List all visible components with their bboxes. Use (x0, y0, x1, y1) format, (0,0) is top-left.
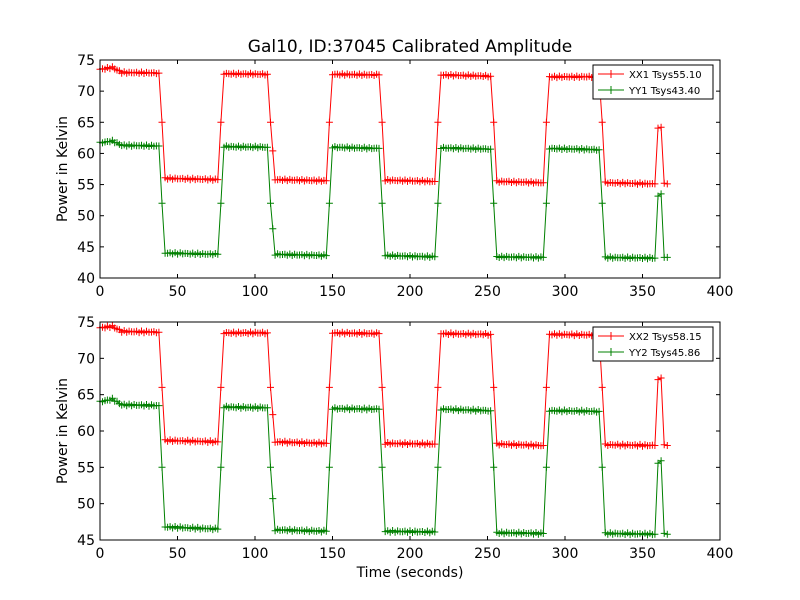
legend-top: XX1 Tsys55.10 YY1 Tsys43.40 (592, 64, 714, 100)
y-tick-label: 50 (77, 209, 95, 225)
legend-marker-xx1-icon (607, 70, 615, 78)
chart-title: Gal10, ID:37045 Calibrated Amplitude (248, 37, 572, 57)
panel-top: 0 50 100 150 200 250 300 350 400 40 45 50 55 60 65 70 7… (55, 53, 733, 300)
x-tick-label: 300 (552, 546, 579, 562)
x-axis-top: 0 50 100 150 200 250 300 350 400 (96, 60, 734, 300)
x-tick-label: 300 (552, 284, 579, 300)
y-tick-label: 45 (77, 240, 95, 256)
y-axis-bottom: 45 50 55 60 65 70 75 (77, 315, 720, 549)
legend-marker-yy1-icon (607, 86, 615, 94)
y-tick-label: 70 (77, 351, 95, 367)
legend-marker-yy2-icon (607, 348, 615, 356)
plot-lines-top (96, 63, 671, 263)
y-tick-label: 60 (77, 146, 95, 162)
legend-label-xx1: XX1 Tsys55.10 (629, 70, 702, 81)
y-tick-label: 55 (77, 460, 95, 476)
legend-box-top (592, 64, 714, 100)
x-tick-label: 0 (96, 546, 105, 562)
x-tick-label: 200 (397, 546, 424, 562)
y-tick-label: 65 (77, 115, 95, 131)
legend-label-yy1: YY1 Tsys43.40 (628, 86, 700, 97)
x-tick-label: 400 (707, 284, 734, 300)
x-tick-label: 100 (242, 546, 269, 562)
x-axis-label: Time (seconds) (356, 565, 464, 581)
y-axis-label-top: Power in Kelvin (55, 116, 71, 222)
y-tick-label: 55 (77, 178, 95, 194)
y-tick-label: 45 (77, 533, 95, 549)
x-axis-bottom: 0 50 100 150 200 250 300 350 400 (96, 322, 734, 562)
x-tick-label: 150 (319, 284, 346, 300)
x-tick-label: 50 (169, 284, 187, 300)
y-tick-label: 50 (77, 497, 95, 513)
x-tick-label: 200 (397, 284, 424, 300)
y-axis-label-bottom: Power in Kelvin (55, 378, 71, 484)
x-tick-label: 350 (629, 284, 656, 300)
y-axis-top: 40 45 50 55 60 65 70 75 (77, 53, 720, 287)
y-tick-label: 70 (77, 84, 95, 100)
x-tick-label: 0 (96, 284, 105, 300)
legend-marker-xx2-icon (607, 332, 615, 340)
x-tick-label: 250 (474, 546, 501, 562)
legend-box-bottom (592, 326, 714, 362)
x-tick-label: 100 (242, 284, 269, 300)
plot-lines-bottom (96, 322, 671, 539)
legend-label-yy2: YY2 Tsys45.86 (628, 348, 700, 359)
legend-label-xx2: XX2 Tsys58.15 (629, 332, 702, 343)
x-tick-label: 50 (169, 546, 187, 562)
y-tick-label: 75 (77, 53, 95, 69)
y-tick-label: 60 (77, 424, 95, 440)
x-tick-label: 150 (319, 546, 346, 562)
y-tick-label: 40 (77, 271, 95, 287)
panel-bottom: 0 50 100 150 200 250 300 350 400 45505560657075 … (55, 315, 733, 581)
y-tick-label: 75 (77, 315, 95, 331)
y-tick-label: 65 (77, 388, 95, 404)
x-tick-label: 400 (707, 546, 734, 562)
x-tick-label: 250 (474, 284, 501, 300)
x-tick-label: 350 (629, 546, 656, 562)
legend-bottom: XX2 Tsys58.15 YY2 Tsys45.86 (592, 326, 714, 362)
